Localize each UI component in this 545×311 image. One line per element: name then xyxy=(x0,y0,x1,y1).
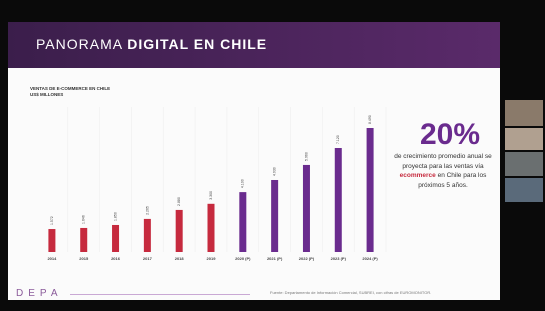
value-label: 2.265 xyxy=(145,206,149,215)
x-tick-label: 2019 xyxy=(207,256,217,261)
value-label: 5.960 xyxy=(304,152,308,161)
chart: VENTAS DE E-COMMERCE EN CHILE US$ MILLON… xyxy=(8,22,388,300)
x-tick-label: 2022 (P) xyxy=(299,256,315,261)
bar xyxy=(208,204,215,252)
bar xyxy=(48,229,55,252)
x-tick-label: 2023 (P) xyxy=(331,256,347,261)
chart-title: VENTAS DE E-COMMERCE EN CHILE xyxy=(30,86,110,91)
highlight: 20% xyxy=(400,118,500,152)
chart-subtitle: US$ MILLONES xyxy=(30,92,63,97)
value-label: 4.100 xyxy=(241,179,245,188)
bar xyxy=(80,228,87,252)
value-label: 7.120 xyxy=(336,135,340,144)
description: de crecimiento promedio anual se proyect… xyxy=(393,152,493,190)
source: Fuente: Departamento de Información Come… xyxy=(270,290,431,295)
participant-video[interactable] xyxy=(505,178,543,202)
value-label: 1.850 xyxy=(113,212,117,221)
value-label: 3.300 xyxy=(209,191,213,200)
bar xyxy=(144,219,151,252)
value-label: 4.930 xyxy=(273,167,277,176)
participant-video[interactable] xyxy=(505,100,543,126)
bar xyxy=(271,180,278,252)
x-tick-label: 2015 xyxy=(79,256,89,261)
value-label: 1.646 xyxy=(82,215,86,224)
logo: DEPA xyxy=(16,288,63,299)
participant-video[interactable] xyxy=(505,128,543,150)
slide: PANORAMA DIGITAL EN CHILE VENTAS DE E-CO… xyxy=(8,22,500,300)
screen: PANORAMA DIGITAL EN CHILE VENTAS DE E-CO… xyxy=(0,0,545,311)
participant-video[interactable] xyxy=(505,152,543,176)
value-label: 1.572 xyxy=(50,216,54,225)
value-label: 2.880 xyxy=(177,197,181,206)
value-label: 8.490 xyxy=(368,115,372,124)
text: de crecimiento promedio anual se proyect… xyxy=(394,153,492,170)
bar xyxy=(176,210,183,252)
x-tick-label: 2021 (P) xyxy=(267,256,283,261)
bar xyxy=(112,225,119,252)
bar xyxy=(303,165,310,252)
rule xyxy=(70,294,250,295)
x-tick-label: 2017 xyxy=(143,256,153,261)
x-tick-label: 2016 xyxy=(111,256,121,261)
x-tick-label: 2018 xyxy=(175,256,185,261)
x-tick-label: 2020 (P) xyxy=(235,256,251,261)
bar xyxy=(335,148,342,252)
bar xyxy=(367,128,374,252)
x-tick-label: 2014 xyxy=(47,256,57,261)
emphasis: ecommerce xyxy=(400,172,436,179)
x-tick-label: 2024 (P) xyxy=(362,256,378,261)
bar xyxy=(239,192,246,252)
